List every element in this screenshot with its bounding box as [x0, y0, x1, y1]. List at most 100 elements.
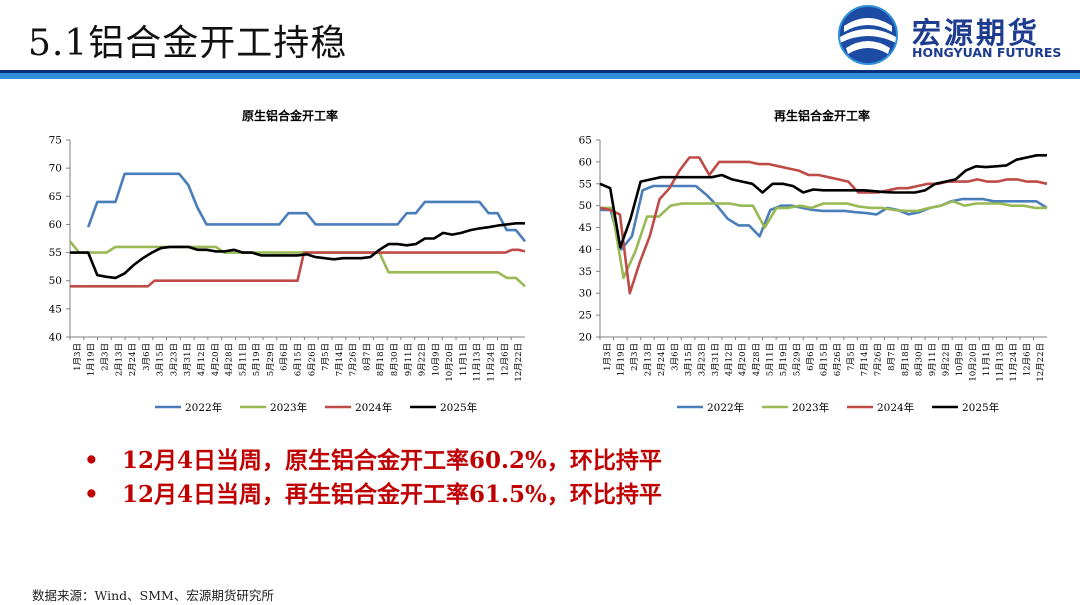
data-source-note: 数据来源：Wind、SMM、宏源期货研究所: [32, 588, 274, 603]
x-tick-label: 9月11日: [928, 343, 938, 376]
x-tick-label: 1月3日: [603, 343, 613, 371]
y-tick-label: 20: [579, 332, 592, 344]
x-tick-label: 4月28日: [752, 343, 762, 376]
x-tick-label: 8月18日: [376, 343, 386, 376]
bullet-dot-icon: •: [84, 447, 99, 474]
x-tick-label: 12月22日: [514, 343, 524, 382]
logo-chinese-name: 宏源期货: [912, 16, 1041, 50]
x-tick-label: 10月9日: [955, 343, 965, 376]
x-tick-label: 11月24日: [1009, 343, 1019, 382]
x-tick-label: 11月1日: [459, 343, 469, 376]
logo-emblem-icon: [838, 5, 898, 65]
primary-alloy-chart-svg: 原生铝合金开工率 40 45 50 55 60 65 70 75 1月3日 1月19日 2月3日 2月1…: [49, 108, 527, 414]
x-tick-label: 5月29日: [266, 343, 276, 376]
y-tick-label: 65: [579, 135, 592, 147]
summary-bullets: • 12月4日当周，原生铝合金开工率60.2%，环比持平 • 12月4日当周，再生铝…: [84, 444, 662, 512]
x-tick-label: 7月26日: [874, 343, 884, 376]
x-tick-label: 8月30日: [390, 343, 400, 376]
x-tick-label: 11月1日: [982, 343, 992, 376]
x-tick-label: 5月11日: [238, 343, 248, 376]
x-tick-label: 1月19日: [87, 343, 97, 376]
x-tick-label: 4月20日: [211, 343, 221, 376]
y-tick-label: 75: [49, 135, 62, 147]
y-tick-label: 65: [49, 191, 62, 203]
y-tick-label: 35: [579, 266, 592, 278]
header-rule-dark: [0, 70, 1080, 73]
x-tick-label: 5月11日: [765, 343, 775, 376]
x-tick-label: 3月15日: [684, 343, 694, 376]
primary-alloy-chart: 原生铝合金开工率 40 45 50 55 60 65 70 75 1月3日 1月19日 2月3日 2月1…: [30, 100, 540, 422]
x-tick-label: 7月5日: [321, 343, 331, 371]
legend-label: 2025年: [962, 401, 999, 414]
legend-label: 2022年: [185, 401, 222, 414]
x-tick-label: 12月6日: [1023, 343, 1033, 376]
y-tick-label: 30: [579, 288, 592, 300]
x-tick-label: 3月6日: [671, 343, 681, 371]
series-line-2025年: [70, 222, 525, 280]
y-tick-label: 45: [579, 222, 592, 234]
series-line-2024年: [70, 248, 526, 288]
y-tick-label: 45: [49, 303, 62, 315]
header-rule-light: [0, 73, 1080, 79]
company-logo: 宏源期货 HONGYUAN FUTURES: [828, 4, 1078, 66]
x-tick-label: 10月20日: [445, 343, 455, 382]
legend-label: 2024年: [877, 401, 914, 414]
series-line-2022年: [600, 184, 1048, 251]
x-tick-label: 3月15日: [156, 343, 166, 376]
x-tick-label: 4月28日: [225, 343, 235, 376]
x-tick-label: 7月5日: [847, 343, 857, 371]
y-tick-label: 50: [579, 200, 592, 212]
y-tick-label: 40: [49, 332, 62, 344]
x-tick-label: 3月23日: [698, 343, 708, 376]
y-tick-label: 60: [49, 219, 62, 231]
x-tick-label: 4月12日: [197, 343, 207, 376]
legend-label: 2025年: [440, 401, 477, 414]
series-line-2023年: [68, 240, 526, 288]
x-tick-label: 2月13日: [114, 343, 124, 376]
x-tick-label: 6月26日: [307, 343, 317, 376]
series-line-2023年: [600, 200, 1047, 280]
x-tick-label: 9月22日: [941, 343, 951, 376]
x-tick-label: 3月6日: [142, 343, 152, 371]
x-tick-label: 8月30日: [914, 343, 924, 376]
y-tick-label: 50: [49, 275, 62, 287]
series-line-2022年: [86, 172, 527, 243]
x-tick-label: 7月14日: [335, 343, 345, 376]
x-tick-label: 5月19日: [252, 343, 262, 376]
x-tick-label: 10月9日: [431, 343, 441, 376]
x-tick-label: 6月15日: [820, 343, 830, 376]
x-tick-label: 8月7日: [887, 343, 897, 371]
bullet-dot-icon: •: [84, 481, 99, 508]
x-tick-label: 7月26日: [349, 343, 359, 376]
legend-label: 2022年: [707, 401, 744, 414]
summary-bullet-text: 12月4日当周，再生铝合金开工率61.5%，环比持平: [122, 481, 662, 508]
x-tick-label: 5月19日: [779, 343, 789, 376]
x-tick-label: 11月13日: [473, 343, 483, 382]
x-tick-label: 5月29日: [792, 343, 802, 376]
logo-english-name: HONGYUAN FUTURES: [912, 45, 1062, 60]
x-tick-label: 3月31日: [183, 343, 193, 376]
x-tick-label: 1月3日: [73, 343, 83, 371]
summary-bullet: • 12月4日当周，原生铝合金开工率60.2%，环比持平: [84, 444, 662, 478]
recycled-alloy-chart: 再生铝合金开工率 20 25 30 35 40 45 50 55 60 65 1月3日 1月19日 2月3…: [552, 100, 1072, 422]
x-tick-label: 12月22日: [1036, 343, 1046, 382]
x-tick-label: 6月6日: [280, 343, 290, 371]
x-tick-label: 3月31日: [711, 343, 721, 376]
x-tick-label: 2月3日: [100, 343, 110, 371]
summary-bullet-text: 12月4日当周，原生铝合金开工率60.2%，环比持平: [122, 447, 662, 474]
y-tick-label: 40: [579, 244, 592, 256]
x-tick-label: 12月6日: [500, 343, 510, 376]
legend-label: 2023年: [270, 401, 307, 414]
x-tick-label: 11月24日: [487, 343, 497, 382]
x-tick-label: 2月24日: [657, 343, 667, 376]
y-tick-label: 55: [579, 178, 592, 190]
x-tick-label: 2月13日: [643, 343, 653, 376]
x-tick-label: 2月3日: [630, 343, 640, 371]
y-tick-label: 25: [579, 310, 592, 322]
x-tick-label: 6月26日: [833, 343, 843, 376]
x-tick-label: 7月14日: [860, 343, 870, 376]
legend-label: 2024年: [355, 401, 392, 414]
x-tick-label: 8月18日: [901, 343, 911, 376]
x-tick-label: 2月24日: [128, 343, 138, 376]
chart-title: 原生铝合金开工率: [242, 108, 338, 123]
